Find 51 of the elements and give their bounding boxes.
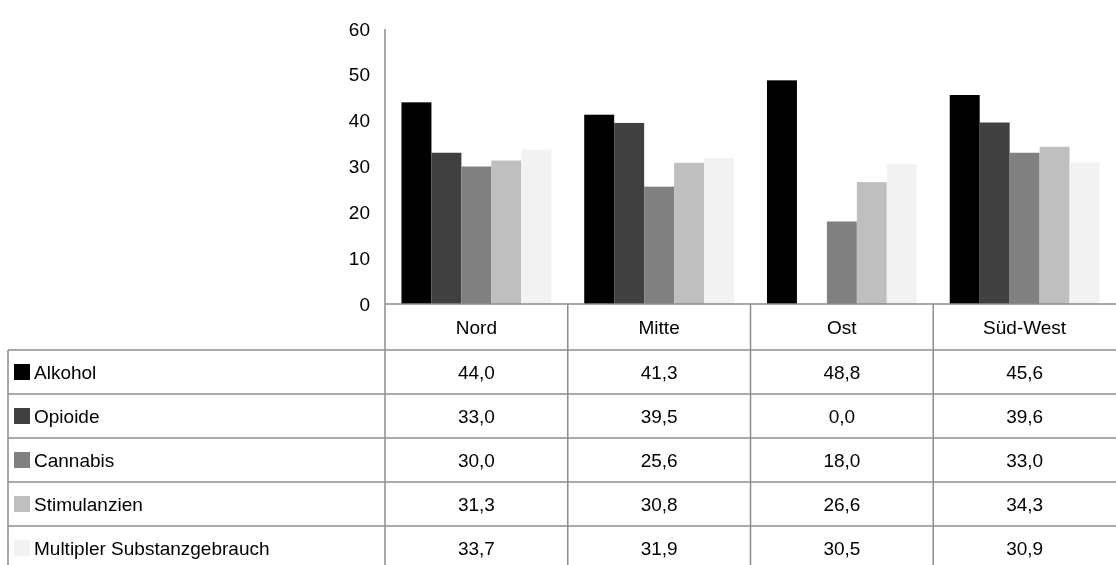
legend-label: Opioide	[34, 405, 100, 427]
data-label: 48,8	[823, 361, 861, 383]
data-label: 0,0	[828, 405, 856, 427]
data-label: 34,3	[1006, 493, 1044, 515]
data-label: 30,0	[457, 449, 495, 471]
data-label: 30,5	[823, 537, 861, 559]
bar	[431, 152, 462, 304]
data-label: 33,7	[457, 537, 495, 559]
data-label: 30,8	[640, 493, 678, 515]
x-tick-label: Süd-West	[983, 316, 1067, 338]
data-label: 26,6	[823, 493, 861, 515]
bar	[614, 122, 645, 304]
bar	[886, 164, 917, 304]
data-label: 18,0	[823, 449, 861, 471]
data-label: 25,6	[640, 449, 678, 471]
data-label: 39,6	[1006, 405, 1044, 427]
bar	[521, 149, 552, 304]
legend-label: Cannabis	[34, 449, 115, 471]
y-tick-label: 40	[348, 110, 370, 132]
data-label: 41,3	[640, 361, 678, 383]
x-tick-label: Ost	[827, 316, 858, 338]
data-label: 45,6	[1006, 361, 1044, 383]
bar	[584, 114, 615, 304]
bar	[401, 102, 432, 304]
data-label: 33,0	[1006, 449, 1044, 471]
data-label: 33,0	[457, 405, 495, 427]
data-label: 44,0	[457, 361, 495, 383]
y-tick-label: 10	[348, 247, 370, 269]
y-tick-label: 0	[359, 293, 370, 315]
bar	[674, 162, 705, 304]
y-tick-label: 50	[348, 64, 370, 86]
y-tick-label: 60	[348, 18, 370, 40]
y-tick-label: 30	[348, 156, 370, 178]
data-label: 31,3	[457, 493, 495, 515]
bar	[979, 122, 1010, 304]
legend-label: Multipler Substanzgebrauch	[34, 537, 270, 559]
legend-label: Alkohol	[34, 361, 97, 383]
bar	[856, 182, 887, 304]
bar	[1039, 146, 1070, 304]
data-label: 31,9	[640, 537, 678, 559]
y-tick-label: 20	[348, 201, 370, 223]
legend-label: Stimulanzien	[34, 493, 143, 515]
data-label: 39,5	[640, 405, 678, 427]
x-tick-label: Mitte	[638, 316, 680, 338]
data-label: 30,9	[1006, 537, 1044, 559]
bar	[1069, 162, 1100, 304]
bar	[704, 157, 735, 304]
x-tick-label: Nord	[455, 316, 497, 338]
bar	[491, 160, 522, 304]
bar	[766, 80, 797, 304]
bar	[949, 95, 980, 304]
